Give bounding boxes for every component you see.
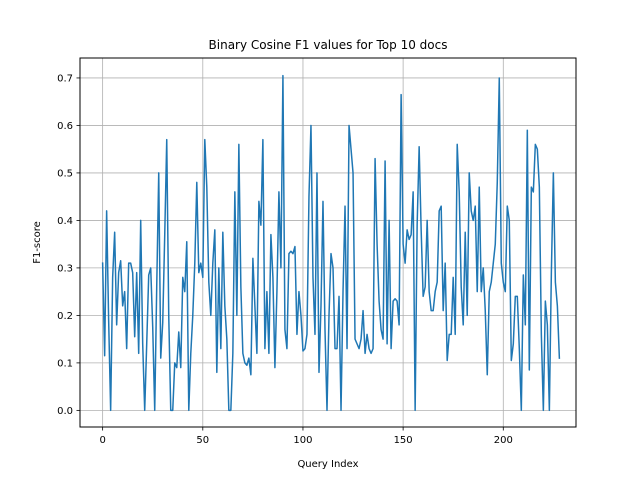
y-tick-label: 0.1 bbox=[57, 358, 73, 369]
y-axis-label: F1-score bbox=[32, 221, 43, 264]
x-tick-label: 0 bbox=[99, 435, 105, 446]
x-axis-label: Query Index bbox=[297, 459, 358, 470]
x-tick-label: 100 bbox=[293, 435, 312, 446]
chart-title: Binary Cosine F1 values for Top 10 docs bbox=[209, 38, 448, 52]
x-tick-label: 150 bbox=[394, 435, 413, 446]
y-tick-label: 0.2 bbox=[57, 311, 73, 322]
y-axis: 0.0 0.1 0.2 0.3 0.4 0.5 0.6 0.7 bbox=[57, 73, 80, 417]
x-tick-label: 50 bbox=[196, 435, 209, 446]
y-tick-label: 0.7 bbox=[57, 73, 73, 84]
plot-frame bbox=[79, 57, 577, 428]
y-tick-label: 0.4 bbox=[57, 216, 73, 227]
series-line bbox=[101, 74, 561, 412]
series-group bbox=[101, 74, 561, 412]
y-tick-label: 0.3 bbox=[57, 263, 73, 274]
y-tick-label: 0.5 bbox=[57, 168, 73, 179]
y-tick-label: 0.6 bbox=[57, 121, 73, 132]
x-axis: 0 50 100 150 200 bbox=[99, 427, 513, 446]
x-tick-label: 200 bbox=[494, 435, 513, 446]
y-tick-label: 0.0 bbox=[57, 406, 73, 417]
